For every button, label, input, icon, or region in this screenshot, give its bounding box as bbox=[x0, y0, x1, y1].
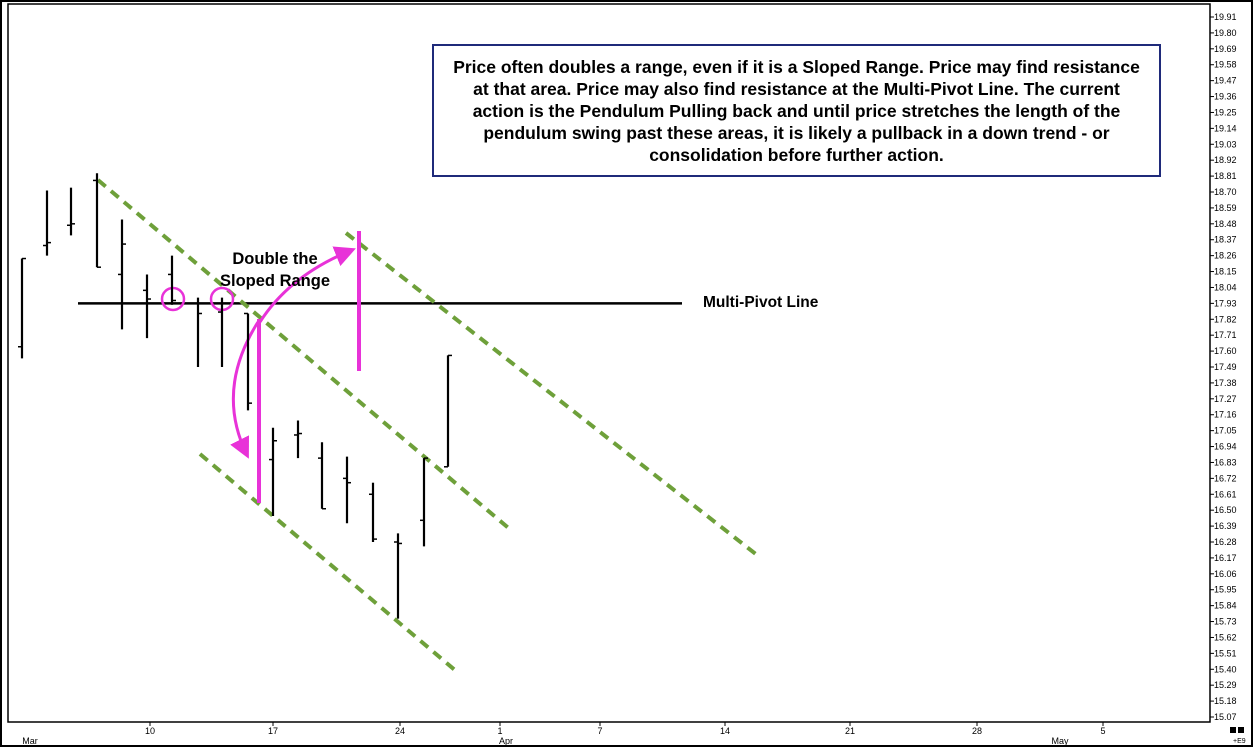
y-tick-label: 19.58 bbox=[1214, 60, 1237, 70]
y-tick-label: 15.29 bbox=[1214, 680, 1237, 690]
y-tick-label: 17.71 bbox=[1214, 330, 1237, 340]
y-tick-label: 19.14 bbox=[1214, 123, 1237, 133]
y-tick-label: 16.39 bbox=[1214, 521, 1237, 531]
y-tick-label: 19.25 bbox=[1214, 107, 1237, 117]
y-tick-label: 18.04 bbox=[1214, 282, 1237, 292]
y-tick-label: 16.61 bbox=[1214, 489, 1237, 499]
y-tick-label: 15.73 bbox=[1214, 617, 1237, 627]
y-tick-label: 17.16 bbox=[1214, 410, 1237, 420]
y-tick-label: 18.70 bbox=[1214, 187, 1237, 197]
y-tick-label: 15.84 bbox=[1214, 601, 1237, 611]
ohlc-bar bbox=[43, 190, 51, 256]
y-tick-label: 17.82 bbox=[1214, 314, 1237, 324]
y-tick-label: 16.17 bbox=[1214, 553, 1237, 563]
annotation-callout-box: Price often doubles a range, even if it … bbox=[432, 44, 1161, 177]
y-tick-label: 18.81 bbox=[1214, 171, 1237, 181]
ohlc-bar bbox=[369, 482, 377, 542]
x-tick-label: 7 bbox=[597, 726, 602, 736]
y-tick-label: 17.49 bbox=[1214, 362, 1237, 372]
y-tick-label: 18.15 bbox=[1214, 267, 1237, 277]
ohlc-bar bbox=[294, 420, 302, 459]
double-range-label-line1: Double the bbox=[232, 250, 317, 268]
ohlc-bar bbox=[118, 219, 126, 330]
x-tick-label: 21 bbox=[845, 726, 855, 736]
y-tick-label: 16.83 bbox=[1214, 457, 1237, 467]
y-tick-label: 15.51 bbox=[1214, 648, 1237, 658]
y-tick-label: 17.60 bbox=[1214, 346, 1237, 356]
ohlc-bar bbox=[343, 456, 351, 524]
y-tick-label: 17.05 bbox=[1214, 426, 1237, 436]
month-label: May bbox=[1051, 736, 1069, 746]
y-tick-label: 17.93 bbox=[1214, 298, 1237, 308]
y-tick-label: 18.59 bbox=[1214, 203, 1237, 213]
ohlc-bar bbox=[218, 297, 226, 367]
corner-square bbox=[1230, 727, 1236, 733]
x-tick-label: 1 bbox=[497, 726, 502, 736]
x-tick-label: 10 bbox=[145, 726, 155, 736]
month-label: Mar bbox=[22, 736, 38, 746]
y-tick-label: 16.50 bbox=[1214, 505, 1237, 515]
ohlc-bar bbox=[244, 312, 252, 411]
y-tick-label: 19.47 bbox=[1214, 76, 1237, 86]
ohlc-bar bbox=[67, 187, 75, 236]
corner-square bbox=[1238, 727, 1244, 733]
y-tick-label: 18.48 bbox=[1214, 219, 1237, 229]
y-tick-label: 18.92 bbox=[1214, 155, 1237, 165]
ohlc-bar bbox=[18, 257, 26, 359]
y-tick-label: 16.28 bbox=[1214, 537, 1237, 547]
x-tick-label: 28 bbox=[972, 726, 982, 736]
y-tick-label: 17.38 bbox=[1214, 378, 1237, 388]
y-tick-label: 15.07 bbox=[1214, 712, 1237, 722]
ohlc-bar bbox=[143, 274, 151, 339]
x-tick-label: 5 bbox=[1100, 726, 1105, 736]
annotation-callout-text: Price often doubles a range, even if it … bbox=[453, 56, 1140, 165]
multi-pivot-label: Multi-Pivot Line bbox=[703, 294, 819, 311]
sloped-channel bbox=[96, 178, 759, 673]
y-tick-label: 19.91 bbox=[1214, 12, 1237, 22]
y-tick-label: 19.80 bbox=[1214, 28, 1237, 38]
ohlc-bar bbox=[168, 255, 176, 305]
ohlc-bar bbox=[394, 533, 402, 619]
y-tick-label: 19.03 bbox=[1214, 139, 1237, 149]
x-tick-label: 17 bbox=[268, 726, 278, 736]
ohlc-bar bbox=[420, 457, 428, 547]
swing-arrow-down bbox=[230, 321, 260, 459]
y-tick-label: 16.94 bbox=[1214, 442, 1237, 452]
y-tick-label: 16.06 bbox=[1214, 569, 1237, 579]
ohlc-bar bbox=[269, 427, 277, 516]
y-tick-label: 19.36 bbox=[1214, 92, 1237, 102]
y-tick-label: 18.37 bbox=[1214, 235, 1237, 245]
channel-projected-line bbox=[344, 231, 759, 557]
x-tick-label: 24 bbox=[395, 726, 405, 736]
ohlc-bar bbox=[444, 354, 452, 468]
corner-label: +E9 bbox=[1233, 738, 1246, 745]
y-tick-label: 19.69 bbox=[1214, 44, 1237, 54]
y-tick-label: 18.26 bbox=[1214, 251, 1237, 261]
swing-arrow-up bbox=[258, 246, 356, 323]
ohlc-bars bbox=[18, 173, 452, 619]
channel-lower-line bbox=[198, 452, 458, 673]
ohlc-bar bbox=[318, 442, 326, 510]
channel-upper-line bbox=[96, 178, 514, 533]
y-tick-label: 17.27 bbox=[1214, 394, 1237, 404]
y-tick-label: 16.72 bbox=[1214, 473, 1237, 483]
y-tick-label: 15.18 bbox=[1214, 696, 1237, 706]
y-axis: 19.91 19.80 19.69 19.58 19.47 19.36 19.25 19.14… bbox=[1210, 12, 1237, 722]
y-tick-label: 15.40 bbox=[1214, 664, 1237, 674]
month-label: Apr bbox=[499, 736, 513, 746]
ohlc-bar bbox=[93, 173, 101, 268]
double-range-label-line2: Sloped Range bbox=[220, 272, 330, 290]
ohlc-bar bbox=[194, 297, 202, 367]
x-tick-label: 14 bbox=[720, 726, 730, 736]
y-tick-label: 15.62 bbox=[1214, 632, 1237, 642]
y-tick-label: 15.95 bbox=[1214, 585, 1237, 595]
